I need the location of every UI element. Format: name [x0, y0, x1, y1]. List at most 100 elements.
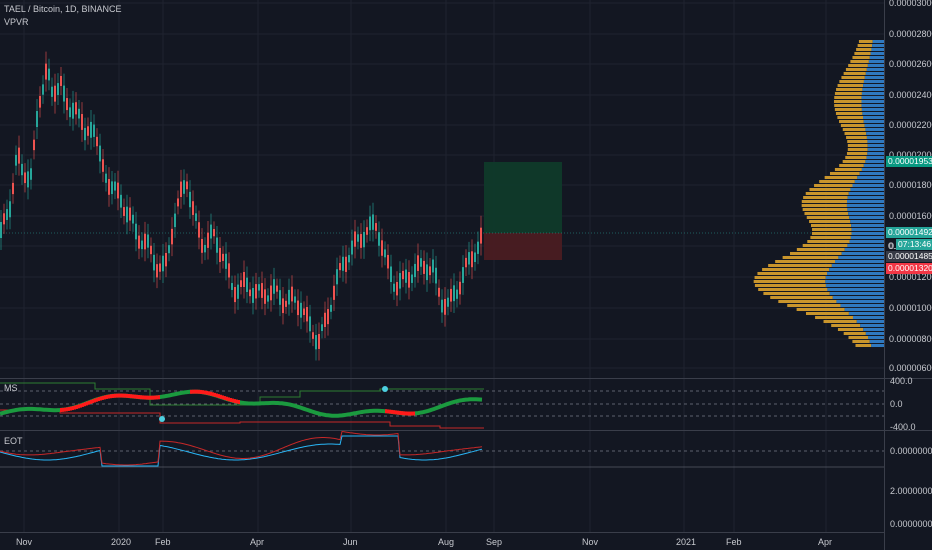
- ms-bear-segment: [224, 396, 226, 401]
- price-tick-label: 0.00002400: [889, 90, 932, 100]
- ms-bear-segment: [94, 398, 96, 403]
- vp-bar-down: [855, 344, 872, 347]
- ms-bear-segment: [106, 394, 108, 399]
- candle: [375, 223, 377, 231]
- vp-bar-up: [866, 132, 884, 135]
- candle: [336, 269, 338, 285]
- ms-bear-segment: [234, 399, 236, 404]
- ms-bear-segment: [218, 394, 220, 399]
- vp-bar-down: [835, 112, 863, 115]
- candle: [57, 83, 59, 96]
- vp-bar-down: [854, 52, 871, 55]
- candle: [159, 263, 161, 272]
- vp-bar-up: [852, 184, 884, 187]
- ms-bear-segment: [399, 410, 401, 415]
- candle: [186, 181, 188, 190]
- vp-bar-up: [852, 316, 884, 319]
- candle: [303, 308, 305, 315]
- time-tick-label: Feb: [155, 537, 171, 547]
- ms-bear-segment: [72, 406, 74, 411]
- vp-bar-down: [802, 208, 848, 211]
- candle: [426, 264, 428, 281]
- vp-bar-down: [834, 92, 862, 95]
- candle: [150, 245, 152, 255]
- candle: [438, 287, 440, 297]
- volume-profile: [753, 40, 884, 347]
- vp-bar-down: [842, 128, 866, 131]
- ms-bear-segment: [391, 409, 393, 414]
- candle: [468, 252, 470, 265]
- candle: [114, 181, 116, 191]
- take-profit-zone[interactable]: [484, 162, 562, 233]
- candle: [444, 298, 446, 315]
- candle: [138, 235, 140, 249]
- vp-bar-up: [848, 312, 884, 315]
- current-price-tag: 0.00001492: [886, 227, 932, 238]
- vp-bar-down: [844, 132, 867, 135]
- vp-bar-up: [865, 128, 884, 131]
- candle: [66, 98, 68, 111]
- vp-bar-down: [809, 220, 851, 223]
- candle: [435, 267, 437, 284]
- ms-label[interactable]: MS: [4, 383, 18, 393]
- vp-bar-down: [829, 172, 860, 175]
- vp-bar-up: [849, 216, 884, 219]
- ms-bear-segment: [142, 395, 144, 400]
- vp-bar-up: [869, 340, 884, 343]
- candle: [411, 274, 413, 283]
- vp-bar-down: [812, 228, 852, 231]
- stop-price-tag: 0.00001320: [886, 263, 932, 274]
- ms-bear-segment: [198, 389, 200, 394]
- candle: [18, 147, 20, 164]
- price-tick-label: 0.00001200: [889, 272, 932, 282]
- candle: [285, 300, 287, 307]
- ms-signal-dot: [159, 416, 165, 422]
- vpvr-label[interactable]: VPVR: [4, 17, 29, 27]
- candle: [360, 234, 362, 248]
- candle: [147, 234, 149, 248]
- pane-separator-2[interactable]: [0, 430, 932, 431]
- eot-label[interactable]: EOT: [4, 436, 23, 446]
- ms-bear-segment: [385, 409, 387, 414]
- candle: [372, 214, 374, 230]
- candle: [60, 75, 62, 86]
- candle: [270, 285, 272, 301]
- candle: [9, 201, 11, 218]
- vp-bar-up: [871, 48, 884, 51]
- ms-indicator: [0, 382, 884, 429]
- time-tick-label: Feb: [726, 537, 742, 547]
- pane-separator-1[interactable]: [0, 378, 932, 379]
- ms-bear-segment: [395, 410, 397, 415]
- candlesticks: [0, 51, 482, 361]
- ms-bear-segment: [236, 399, 238, 404]
- price-chart[interactable]: [0, 0, 884, 550]
- candle: [0, 222, 2, 238]
- ms-bear-segment: [411, 411, 413, 416]
- candle: [54, 85, 56, 102]
- vp-bar-down: [836, 88, 863, 91]
- ms-bear-segment: [90, 399, 92, 404]
- ms-bear-segment: [146, 395, 148, 400]
- vp-bar-down: [763, 292, 830, 295]
- ms-bear-segment: [222, 395, 224, 400]
- ms-bear-segment: [82, 402, 84, 407]
- candle: [378, 232, 380, 246]
- vp-bar-up: [851, 228, 884, 231]
- vp-bar-down: [846, 136, 867, 139]
- candle: [423, 260, 425, 274]
- candle: [366, 227, 368, 235]
- candle: [123, 207, 125, 216]
- ms-bear-segment: [405, 411, 407, 416]
- ms-bear-segment: [389, 409, 391, 414]
- candle: [192, 201, 194, 215]
- stop-loss-zone[interactable]: [484, 233, 562, 260]
- candle: [357, 234, 359, 242]
- candle: [390, 266, 392, 283]
- vp-bar-up: [868, 336, 884, 339]
- candle: [297, 300, 299, 316]
- price-axis-divider: [884, 0, 885, 550]
- symbol-title[interactable]: TAEL / Bitcoin, 1D, BINANCE: [4, 4, 122, 14]
- candle: [267, 295, 269, 302]
- candle: [414, 263, 416, 278]
- vp-bar-up: [861, 100, 884, 103]
